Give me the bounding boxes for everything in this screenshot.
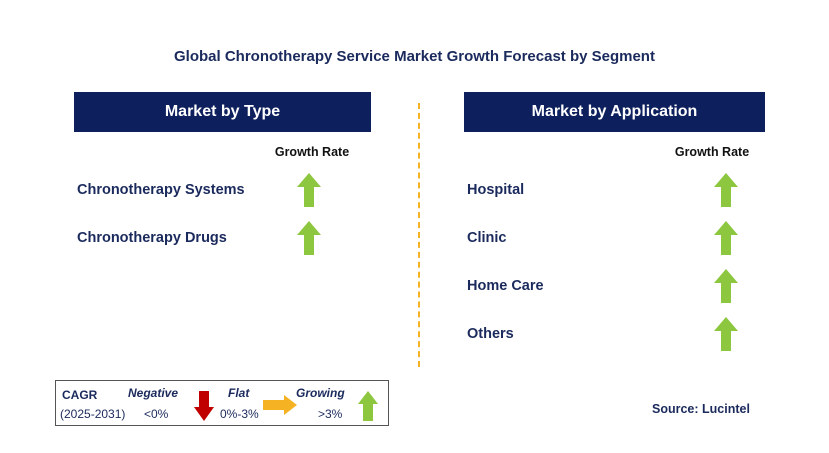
up-arrow-icon <box>714 221 738 255</box>
up-arrow-icon <box>714 317 738 351</box>
application-row-label: Others <box>467 326 514 342</box>
legend-negative-value: <0% <box>144 407 169 421</box>
down-arrow-icon <box>194 391 214 421</box>
legend-flat-label: Flat <box>228 386 250 400</box>
legend-flat-value: 0%-3% <box>220 407 259 421</box>
legend-growing-label: Growing <box>296 386 345 400</box>
application-row-label: Hospital <box>467 182 525 198</box>
type-panel-title: Market by Type <box>164 103 281 120</box>
application-growth-rate-heading: Growth Rate <box>674 145 750 159</box>
application-panel-header: Market by Application <box>464 92 765 132</box>
cagr-legend: CAGR (2025-2031) Negative <0% Flat 0%-3%… <box>55 380 389 426</box>
up-arrow-icon <box>297 221 321 255</box>
up-arrow-icon <box>297 173 321 207</box>
source-note: Source: Lucintel <box>652 402 750 416</box>
right-arrow-icon <box>263 395 297 415</box>
panel-divider <box>418 103 420 367</box>
application-row-label: Home Care <box>467 278 544 294</box>
legend-growing-value: >3% <box>318 407 343 421</box>
type-growth-rate-heading: Growth Rate <box>274 145 350 159</box>
up-arrow-icon <box>714 173 738 207</box>
type-panel-header: Market by Type <box>74 92 371 132</box>
legend-period: (2025-2031) <box>60 407 126 421</box>
page-title: Global Chronotherapy Service Market Grow… <box>174 48 655 65</box>
type-row-label: Chronotherapy Drugs <box>77 230 227 246</box>
type-row-label: Chronotherapy Systems <box>77 182 245 198</box>
up-arrow-icon <box>714 269 738 303</box>
application-panel-title: Market by Application <box>531 103 698 120</box>
up-arrow-icon <box>358 391 378 421</box>
legend-cagr-label: CAGR <box>62 388 98 402</box>
legend-negative-label: Negative <box>128 386 179 400</box>
application-row-label: Clinic <box>467 230 507 246</box>
